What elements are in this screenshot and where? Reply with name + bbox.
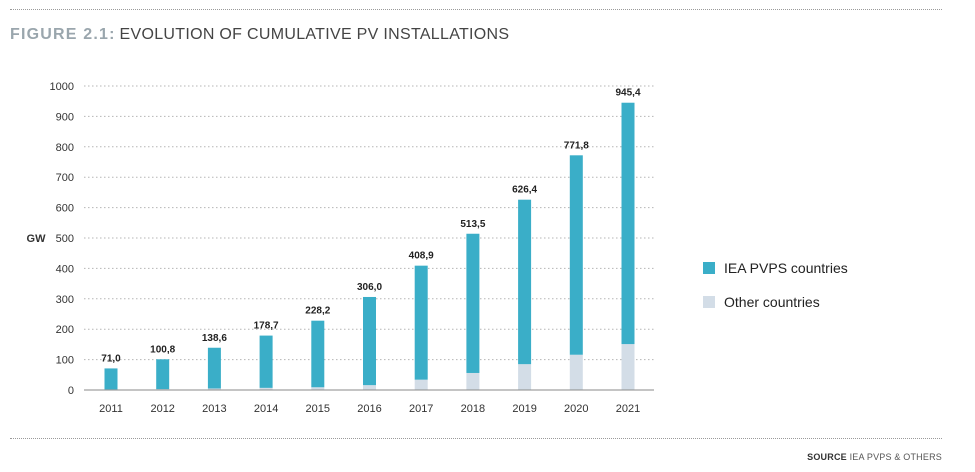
x-tick-label: 2014: [254, 403, 278, 415]
bar-other-countries: [414, 379, 428, 390]
bar-iea-pvps-countries: [259, 335, 273, 388]
y-tick-label: 700: [56, 172, 74, 184]
y-tick-label: 500: [56, 233, 74, 245]
x-tick-label: 2017: [409, 403, 433, 415]
source-label: SOURCE: [807, 452, 847, 462]
x-tick-label: 2020: [564, 403, 588, 415]
figure-separator: :: [109, 26, 115, 43]
y-tick-label: 600: [56, 203, 74, 215]
y-tick-label: 900: [56, 111, 74, 123]
y-tick-label: 300: [56, 294, 74, 306]
bar-iea-pvps-countries: [466, 233, 480, 373]
x-tick-label: 2016: [357, 403, 381, 415]
data-label-total: 228,2: [305, 306, 330, 317]
bar-iea-pvps-countries: [311, 320, 325, 388]
bar-iea-pvps-countries: [621, 102, 635, 345]
data-label-total: 71,0: [101, 353, 121, 364]
data-label-total: 771,8: [564, 140, 589, 151]
y-tick-label: 100: [56, 355, 74, 367]
data-label-total: 306,0: [357, 282, 382, 293]
source-text: IEA PVPS & OTHERS: [849, 452, 942, 462]
bar-iea-pvps-countries: [414, 265, 428, 380]
legend-swatch-iea: [703, 262, 715, 274]
figure-name: EVOLUTION OF CUMULATIVE PV INSTALLATIONS: [119, 26, 510, 43]
bar-other-countries: [363, 385, 376, 390]
data-label-total: 945,4: [615, 88, 640, 99]
bar-other-countries: [466, 372, 480, 390]
bar-other-countries: [207, 388, 221, 390]
y-tick-label: 1000: [50, 81, 74, 93]
x-tick-label: 2021: [616, 403, 640, 415]
bar-iea-pvps-countries: [156, 359, 170, 390]
legend-label-other: Other countries: [724, 294, 820, 310]
bar-other-countries: [518, 364, 532, 390]
bar-other-countries: [311, 387, 325, 390]
data-label-total: 138,6: [202, 333, 227, 344]
x-tick-label: 2019: [512, 403, 536, 415]
bar-iea-pvps-countries: [363, 296, 376, 386]
bar-iea-pvps-countries: [518, 199, 532, 365]
x-tick-label: 2015: [306, 403, 330, 415]
legend-item-iea: IEA PVPS countries: [703, 258, 848, 278]
y-axis-label: GW: [27, 233, 47, 245]
y-tick-label: 800: [56, 142, 74, 154]
y-tick-label: 400: [56, 263, 74, 275]
bar-iea-pvps-countries: [207, 347, 221, 389]
top-dotted-rule: [10, 9, 942, 10]
bottom-dotted-rule: [10, 438, 942, 439]
x-tick-label: 2012: [150, 403, 174, 415]
figure-label: FIGURE 2.1: [10, 26, 110, 43]
data-label-total: 408,9: [409, 251, 434, 262]
y-tick-label: 0: [68, 385, 74, 397]
y-tick-label: 200: [56, 324, 74, 336]
data-label-total: 626,4: [512, 185, 537, 196]
source-note: SOURCE IEA PVPS & OTHERS: [807, 452, 942, 462]
bar-other-countries: [569, 354, 583, 390]
data-label-total: 513,5: [460, 219, 485, 230]
data-label-total: 100,8: [150, 344, 175, 355]
x-tick-label: 2013: [202, 403, 226, 415]
bar-iea-pvps-countries: [104, 368, 118, 390]
figure-title: FIGURE 2.1: EVOLUTION OF CUMULATIVE PV I…: [10, 26, 509, 44]
bar-other-countries: [259, 387, 273, 390]
legend-label-iea: IEA PVPS countries: [724, 260, 848, 276]
data-label-total: 178,7: [254, 321, 279, 332]
legend-swatch-other: [703, 296, 715, 308]
legend-item-other: Other countries: [703, 292, 848, 312]
bar-iea-pvps-countries: [569, 155, 583, 355]
x-tick-label: 2011: [99, 403, 123, 415]
x-tick-label: 2018: [461, 403, 485, 415]
bar-other-countries: [621, 344, 635, 390]
chart-legend: IEA PVPS countries Other countries: [703, 258, 848, 312]
